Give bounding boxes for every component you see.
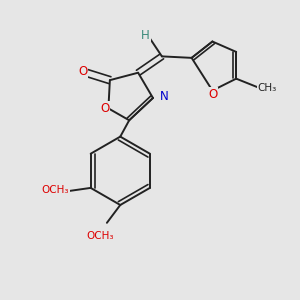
Text: O: O (100, 102, 110, 115)
Text: O: O (208, 88, 217, 100)
Text: H: H (141, 29, 150, 42)
Text: O: O (78, 65, 87, 78)
Text: N: N (160, 90, 168, 103)
Text: CH₃: CH₃ (257, 82, 276, 93)
Text: OCH₃: OCH₃ (87, 231, 114, 241)
Text: OCH₃: OCH₃ (42, 185, 69, 195)
